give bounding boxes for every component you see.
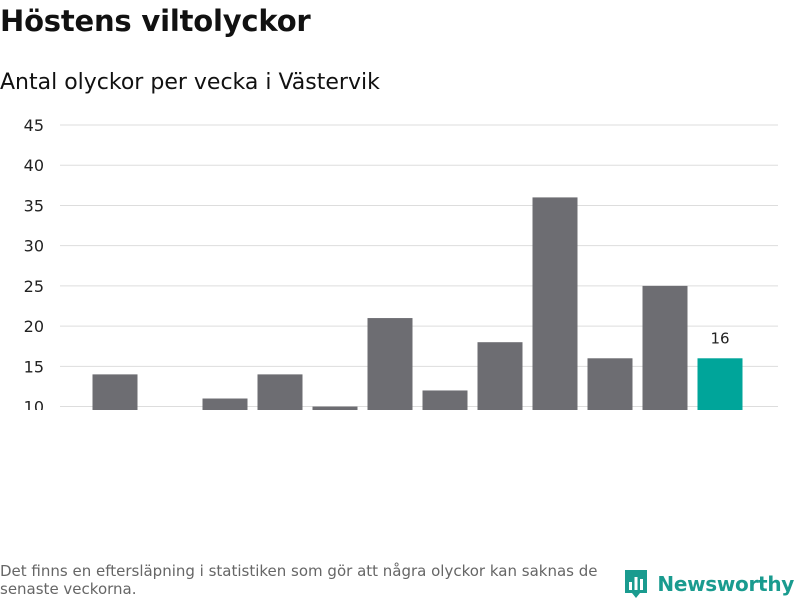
bar bbox=[642, 285, 688, 410]
y-tick-label: 10 bbox=[24, 398, 44, 410]
y-tick-label: 35 bbox=[24, 196, 44, 215]
y-tick-label: 45 bbox=[24, 116, 44, 135]
footnote: Det finns en eftersläpning i statistiken… bbox=[0, 562, 598, 598]
bar-chart: 0510152025303540451625 aug.8 sep.22 sep.… bbox=[24, 116, 778, 410]
bar bbox=[92, 374, 138, 410]
bar bbox=[477, 342, 523, 410]
bar bbox=[202, 398, 248, 410]
bar bbox=[312, 406, 358, 410]
chart-subtitle: Antal olyckor per vecka i Västervik bbox=[0, 70, 380, 95]
bar bbox=[367, 318, 413, 410]
y-tick-label: 20 bbox=[24, 317, 44, 336]
bar-chart-logo-icon bbox=[625, 570, 648, 598]
brand-logo: Newsworthy bbox=[623, 567, 794, 601]
y-tick-label: 40 bbox=[24, 156, 44, 175]
bar bbox=[422, 390, 468, 410]
bar bbox=[587, 358, 633, 410]
y-tick-label: 30 bbox=[24, 237, 44, 256]
chart-title: Höstens viltolyckor bbox=[0, 4, 311, 38]
data-label: 16 bbox=[710, 329, 729, 347]
y-tick-label: 15 bbox=[24, 357, 44, 376]
highlighted-bar bbox=[697, 358, 743, 410]
bar bbox=[532, 197, 578, 410]
bar bbox=[257, 374, 303, 410]
brand-name: Newsworthy bbox=[657, 572, 794, 596]
y-tick-label: 25 bbox=[24, 277, 44, 296]
